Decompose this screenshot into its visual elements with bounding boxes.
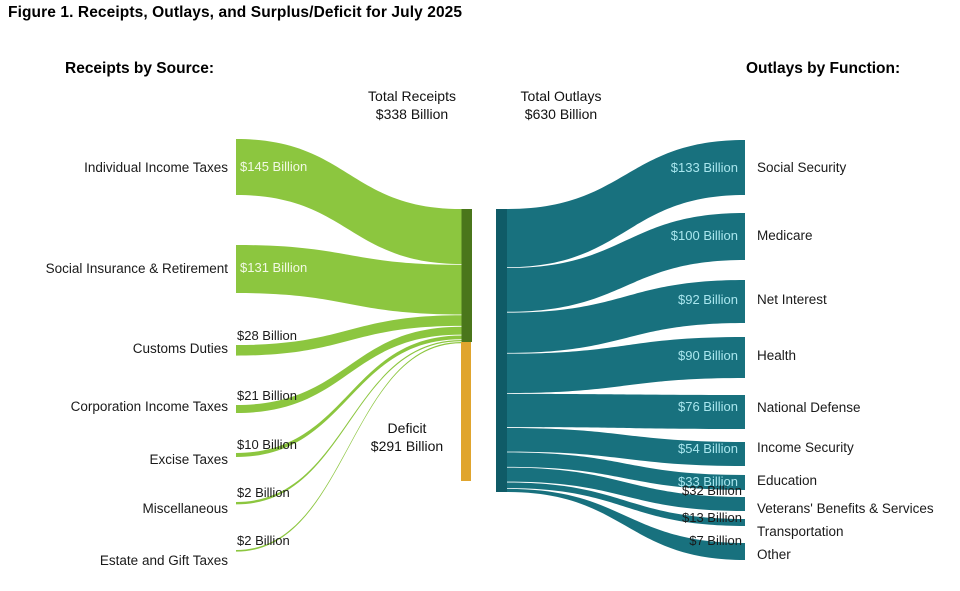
outlay-flow-transportation <box>507 482 745 526</box>
total-outlays-title: Total Outlays <box>520 88 602 104</box>
outlay-label-other: Other <box>757 547 791 562</box>
total-receipts-value: $338 Billion <box>375 106 449 122</box>
receipt-label-miscellaneous: Miscellaneous <box>142 501 228 516</box>
outlay-label-education: Education <box>757 473 818 488</box>
outlay-value-veterans-benefits-services: $32 Billion <box>682 483 742 498</box>
outlay-label-social-security: Social Security <box>757 160 847 175</box>
outlay-label-veterans-benefits-services: Veterans' Benefits & Services <box>757 501 934 516</box>
receipt-value-excise-taxes: $10 Billion <box>237 437 297 452</box>
figure-title: Figure 1. Receipts, Outlays, and Surplus… <box>8 4 463 21</box>
outlay-flow-income-security <box>507 427 745 466</box>
deficit-node <box>461 342 471 481</box>
receipt-value-miscellaneous: $2 Billion <box>237 485 290 500</box>
receipt-flow-excise-taxes <box>236 335 462 457</box>
outlay-value-education: $33 Billion <box>678 474 738 489</box>
outlay-value-social-security: $133 Billion <box>670 160 738 175</box>
outlay-value-other: $7 Billion <box>689 533 742 548</box>
deficit-label: Deficit $291 Billion <box>337 419 477 455</box>
outlay-value-income-security: $54 Billion <box>678 441 738 456</box>
receipt-label-individual-income-taxes: Individual Income Taxes <box>84 160 228 175</box>
receipt-label-corporation-income-taxes: Corporation Income Taxes <box>70 399 228 414</box>
outlay-label-medicare: Medicare <box>757 228 813 243</box>
outlay-flow-veterans-benefits-services <box>507 467 745 511</box>
outlay-flow-health <box>507 337 745 394</box>
receipts-section-header: Receipts by Source: <box>65 60 215 77</box>
outlay-label-transportation: Transportation <box>757 524 844 539</box>
receipt-flow-customs-duties <box>236 315 462 356</box>
outlays-section-header: Outlays by Function: <box>746 60 901 77</box>
outlay-value-net-interest: $92 Billion <box>678 292 738 307</box>
receipt-flow-corporation-income-taxes <box>236 326 462 413</box>
receipt-label-excise-taxes: Excise Taxes <box>149 452 228 467</box>
outlay-value-health: $90 Billion <box>678 348 738 363</box>
outlay-flow-social-security <box>507 140 745 268</box>
receipt-label-estate-and-gift-taxes: Estate and Gift Taxes <box>99 553 228 568</box>
receipt-flow-miscellaneous <box>236 340 462 505</box>
total-receipts-title: Total Receipts <box>368 88 456 104</box>
receipt-value-customs-duties: $28 Billion <box>237 328 297 343</box>
total-receipts-node <box>461 209 472 342</box>
outlay-value-medicare: $100 Billion <box>670 228 738 243</box>
receipt-value-individual-income-taxes: $145 Billion <box>240 159 308 174</box>
outlay-flow-education <box>507 452 745 490</box>
outlay-label-income-security: Income Security <box>757 440 854 455</box>
receipt-flow-social-insurance-retirement <box>236 245 462 315</box>
outlay-label-national-defense: National Defense <box>757 400 861 415</box>
receipt-flow-individual-income-taxes <box>236 139 462 264</box>
total-outlays-value: $630 Billion <box>524 106 598 122</box>
outlay-flow-other <box>507 488 745 560</box>
outlay-flow-medicare <box>507 213 745 312</box>
deficit-title: Deficit <box>387 420 427 436</box>
deficit-value: $291 Billion <box>370 438 444 454</box>
outlay-value-transportation: $13 Billion <box>682 510 742 525</box>
receipt-label-customs-duties: Customs Duties <box>132 341 228 356</box>
outlay-flow-net-interest <box>507 280 745 353</box>
receipt-flow-estate-and-gift-taxes <box>236 342 462 552</box>
outlay-flow-national-defense <box>507 393 745 429</box>
total-outlays-label: Total Outlays $630 Billion <box>491 87 631 123</box>
receipt-value-corporation-income-taxes: $21 Billion <box>237 388 297 403</box>
total-receipts-label: Total Receipts $338 Billion <box>342 87 482 123</box>
outlay-label-net-interest: Net Interest <box>757 292 827 307</box>
total-outlays-node <box>496 209 507 492</box>
receipt-value-estate-and-gift-taxes: $2 Billion <box>237 533 290 548</box>
outlay-value-national-defense: $76 Billion <box>678 399 738 414</box>
outlay-label-health: Health <box>757 348 797 363</box>
receipt-label-social-insurance-retirement: Social Insurance & Retirement <box>45 261 228 276</box>
receipt-value-social-insurance-retirement: $131 Billion <box>240 260 308 275</box>
